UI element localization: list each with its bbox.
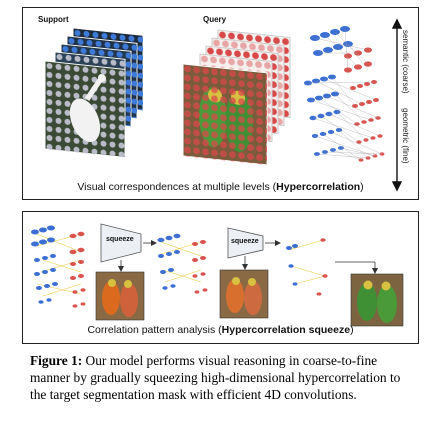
squeeze-label-2: squeeze — [231, 238, 259, 245]
intermediate-hypercorrelation — [157, 233, 208, 294]
hypercorrelation-squeeze-panel: squeeze squeeze Correlation pattern anal… — [22, 211, 419, 344]
squeezed-hypercorrelation — [286, 238, 378, 296]
figure-caption-text: Our model performs visual reasoning in c… — [30, 353, 401, 402]
figure-label: Figure 1: — [30, 353, 83, 368]
squeeze-label-1: squeeze — [106, 236, 134, 243]
squeeze-block-1 — [100, 223, 157, 272]
support-image-stack — [44, 27, 144, 158]
axis-semantic-label: semantic (coarse) — [401, 30, 410, 94]
final-segmentation-mask — [350, 273, 404, 327]
figure-caption: Figure 1: Our model performs visual reas… — [30, 352, 416, 403]
squeeze-illustration — [31, 223, 404, 327]
predicted-mask-1 — [95, 271, 145, 321]
input-hypercorrelation — [31, 225, 86, 308]
squeeze-caption: Correlation pattern analysis (Hypercorre… — [87, 324, 354, 336]
coarse-to-fine-arrow — [391, 18, 403, 192]
support-label: Support — [38, 15, 69, 24]
hypercorrelation-illustration — [44, 18, 403, 192]
hypercorrelation-panel: Support Query — [22, 7, 419, 200]
hypercorrelation-caption: Visual correspondences at multiple level… — [77, 181, 364, 193]
egret-bird-icon — [69, 98, 101, 142]
query-image-stack — [182, 29, 291, 166]
hypercorrelation-layers — [304, 26, 385, 162]
predicted-mask-2 — [219, 269, 269, 319]
squeeze-block-2 — [227, 227, 281, 270]
axis-geometric-label: geometric (fine) — [401, 108, 410, 164]
query-label: Query — [203, 15, 227, 24]
